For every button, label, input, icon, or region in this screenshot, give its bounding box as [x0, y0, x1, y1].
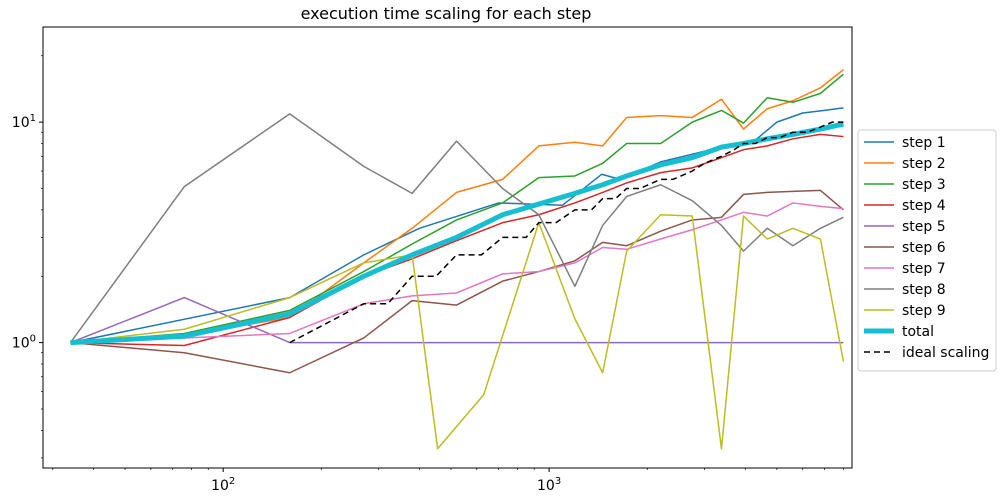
legend-label-step-8: step 8	[902, 282, 946, 298]
axes: 102 103 100 101	[12, 26, 853, 494]
y-tick-label: 100	[12, 334, 36, 352]
series-line-ideal-scaling	[289, 121, 844, 344]
legend-label-ideal-scaling: ideal scaling	[902, 345, 989, 361]
legend: step 1 step 2 step 3 step 4 step 5 step 6 step…	[857, 129, 997, 372]
series-line-step-4	[70, 133, 844, 347]
plot-frame	[42, 26, 853, 469]
series-line-step-8	[69, 113, 844, 344]
legend-label-total: total	[902, 324, 934, 340]
series-line-step-7	[70, 202, 844, 344]
x-tick-label: 103	[537, 476, 561, 494]
chart-title: execution time scaling for each step	[301, 4, 592, 23]
series-line-step-6	[70, 189, 844, 374]
plot-area	[69, 69, 845, 450]
series-line-step-1	[70, 107, 844, 344]
legend-label-step-7: step 7	[902, 261, 946, 277]
legend-label-step-4: step 4	[902, 198, 946, 214]
legend-label-step-6: step 6	[902, 240, 946, 256]
series-line-step-9	[70, 214, 845, 450]
legend-label-step-5: step 5	[902, 219, 946, 235]
y-tick-label: 101	[12, 113, 36, 131]
legend-label-step-9: step 9	[902, 303, 946, 319]
x-tick-label: 102	[211, 476, 235, 494]
series-line-step-5	[70, 296, 844, 344]
legend-label-step-2: step 2	[902, 156, 946, 172]
legend-label-step-3: step 3	[902, 177, 946, 193]
series-line-step-2	[70, 69, 844, 344]
legend-label-step-1: step 1	[902, 135, 946, 151]
series-line-total	[70, 121, 844, 346]
series-line-step-3	[70, 73, 844, 344]
